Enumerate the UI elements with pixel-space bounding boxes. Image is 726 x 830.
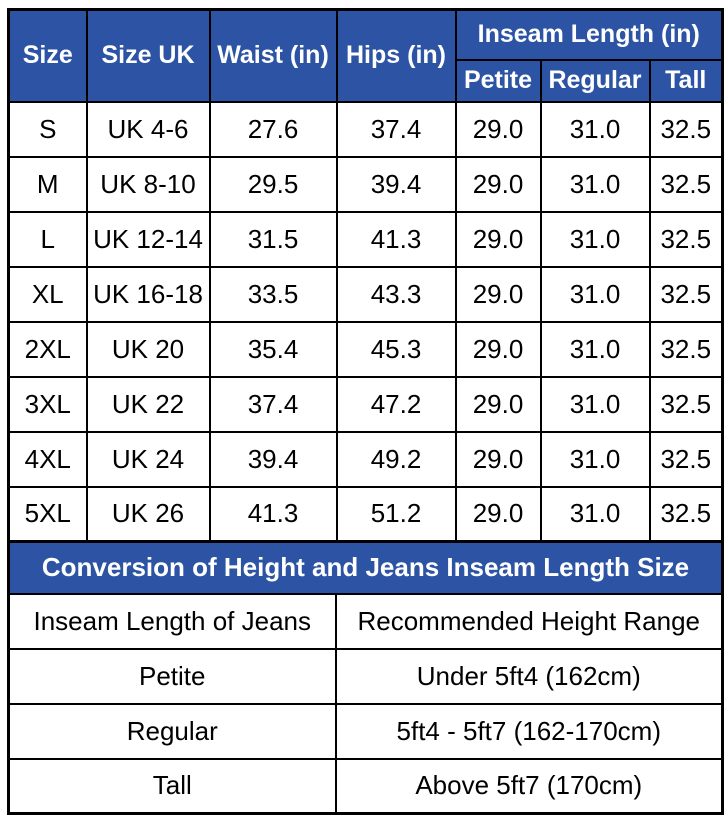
cell-size: S	[7, 100, 88, 158]
conversion-title: Conversion of Height and Jeans Inseam Le…	[7, 540, 724, 595]
cell-size: XL	[7, 265, 88, 323]
cell-hips: 41.3	[335, 210, 457, 268]
cell-petite: 29.0	[454, 320, 542, 378]
cell-height-range: Under 5ft4 (162cm)	[334, 647, 724, 705]
cell-regular: 31.0	[539, 210, 651, 268]
cell-tall: 32.5	[648, 100, 724, 158]
cell-tall: 32.5	[648, 485, 724, 543]
col-header-tall: Tall	[648, 58, 724, 103]
col-header-size: Size	[7, 8, 88, 103]
cell-hips: 47.2	[335, 375, 457, 433]
cell-petite: 29.0	[454, 430, 542, 488]
cell-regular: 31.0	[539, 265, 651, 323]
size-chart-header: Size Size UK Waist (in) Hips (in) Inseam…	[7, 8, 724, 103]
cell-size-uk: UK 4-6	[85, 100, 211, 158]
cell-tall: 32.5	[648, 155, 724, 213]
conversion-row: Tall Above 5ft7 (170cm)	[7, 757, 724, 815]
cell-size-uk: UK 26	[85, 485, 211, 543]
cell-waist: 39.4	[208, 430, 338, 488]
conversion-body: Inseam Length of Jeans Recommended Heigh…	[7, 592, 724, 815]
col-header-waist: Waist (in)	[208, 8, 338, 103]
cell-size-uk: UK 8-10	[85, 155, 211, 213]
size-row: 5XL UK 26 41.3 51.2 29.0 31.0 32.5	[7, 485, 724, 543]
tables-wrap: Size Size UK Waist (in) Hips (in) Inseam…	[7, 8, 725, 815]
cell-size-uk: UK 12-14	[85, 210, 211, 268]
cell-petite: 29.0	[454, 100, 542, 158]
cell-petite: 29.0	[454, 375, 542, 433]
header-sub-row: Petite Regular Tall	[9, 58, 724, 103]
cell-inseam-type: Tall	[7, 757, 337, 815]
cell-size-uk: UK 16-18	[85, 265, 211, 323]
cell-petite: 29.0	[454, 485, 542, 543]
cell-tall: 32.5	[648, 320, 724, 378]
cell-regular: 31.0	[539, 100, 651, 158]
size-row: XL UK 16-18 33.5 43.3 29.0 31.0 32.5	[7, 265, 724, 323]
conversion-col-inseam: Inseam Length of Jeans	[7, 592, 337, 650]
cell-inseam-type: Regular	[7, 702, 337, 760]
cell-petite: 29.0	[454, 265, 542, 323]
cell-inseam-type: Petite	[7, 647, 337, 705]
size-row: 4XL UK 24 39.4 49.2 29.0 31.0 32.5	[7, 430, 724, 488]
cell-regular: 31.0	[539, 485, 651, 543]
size-row: L UK 12-14 31.5 41.3 29.0 31.0 32.5	[7, 210, 724, 268]
header-group-row: Size Size UK Waist (in) Hips (in) Inseam…	[7, 8, 724, 103]
col-header-size-uk: Size UK	[85, 8, 211, 103]
cell-tall: 32.5	[648, 430, 724, 488]
size-row: 3XL UK 22 37.4 47.2 29.0 31.0 32.5	[7, 375, 724, 433]
conversion-col-height: Recommended Height Range	[334, 592, 724, 650]
cell-waist: 29.5	[208, 155, 338, 213]
cell-hips: 39.4	[335, 155, 457, 213]
cell-regular: 31.0	[539, 430, 651, 488]
size-row: S UK 4-6 27.6 37.4 29.0 31.0 32.5	[7, 100, 724, 158]
cell-hips: 37.4	[335, 100, 457, 158]
cell-size-uk: UK 20	[85, 320, 211, 378]
cell-waist: 33.5	[208, 265, 338, 323]
cell-regular: 31.0	[539, 155, 651, 213]
cell-hips: 45.3	[335, 320, 457, 378]
cell-petite: 29.0	[454, 155, 542, 213]
col-header-inseam-group: Inseam Length (in)	[454, 8, 724, 61]
cell-size: M	[7, 155, 88, 213]
cell-waist: 27.6	[208, 100, 338, 158]
cell-size-uk: UK 22	[85, 375, 211, 433]
conversion-title-row: Conversion of Height and Jeans Inseam Le…	[7, 540, 724, 595]
cell-waist: 37.4	[208, 375, 338, 433]
cell-size: L	[7, 210, 88, 268]
size-chart-body: S UK 4-6 27.6 37.4 29.0 31.0 32.5 M UK 8…	[7, 100, 724, 543]
cell-tall: 32.5	[648, 265, 724, 323]
conversion-table: Conversion of Height and Jeans Inseam Le…	[7, 540, 725, 815]
cell-waist: 35.4	[208, 320, 338, 378]
cell-size-uk: UK 24	[85, 430, 211, 488]
size-row: M UK 8-10 29.5 39.4 29.0 31.0 32.5	[7, 155, 724, 213]
cell-tall: 32.5	[648, 210, 724, 268]
conversion-header: Conversion of Height and Jeans Inseam Le…	[7, 540, 724, 595]
cell-waist: 31.5	[208, 210, 338, 268]
cell-regular: 31.0	[539, 375, 651, 433]
conversion-row: Regular 5ft4 - 5ft7 (162-170cm)	[7, 702, 724, 760]
size-row: 2XL UK 20 35.4 45.3 29.0 31.0 32.5	[7, 320, 724, 378]
cell-size: 5XL	[7, 485, 88, 543]
col-header-hips: Hips (in)	[335, 8, 457, 103]
cell-waist: 41.3	[208, 485, 338, 543]
col-header-petite: Petite	[454, 58, 542, 103]
size-chart-table: Size Size UK Waist (in) Hips (in) Inseam…	[7, 8, 725, 543]
cell-size: 3XL	[7, 375, 88, 433]
cell-height-range: 5ft4 - 5ft7 (162-170cm)	[334, 702, 724, 760]
conversion-column-row: Inseam Length of Jeans Recommended Heigh…	[7, 592, 724, 650]
cell-tall: 32.5	[648, 375, 724, 433]
conversion-row: Petite Under 5ft4 (162cm)	[7, 647, 724, 705]
cell-hips: 49.2	[335, 430, 457, 488]
cell-height-range: Above 5ft7 (170cm)	[334, 757, 724, 815]
cell-size: 2XL	[7, 320, 88, 378]
cell-petite: 29.0	[454, 210, 542, 268]
cell-hips: 43.3	[335, 265, 457, 323]
col-header-regular: Regular	[539, 58, 651, 103]
cell-hips: 51.2	[335, 485, 457, 543]
cell-size: 4XL	[7, 430, 88, 488]
cell-regular: 31.0	[539, 320, 651, 378]
